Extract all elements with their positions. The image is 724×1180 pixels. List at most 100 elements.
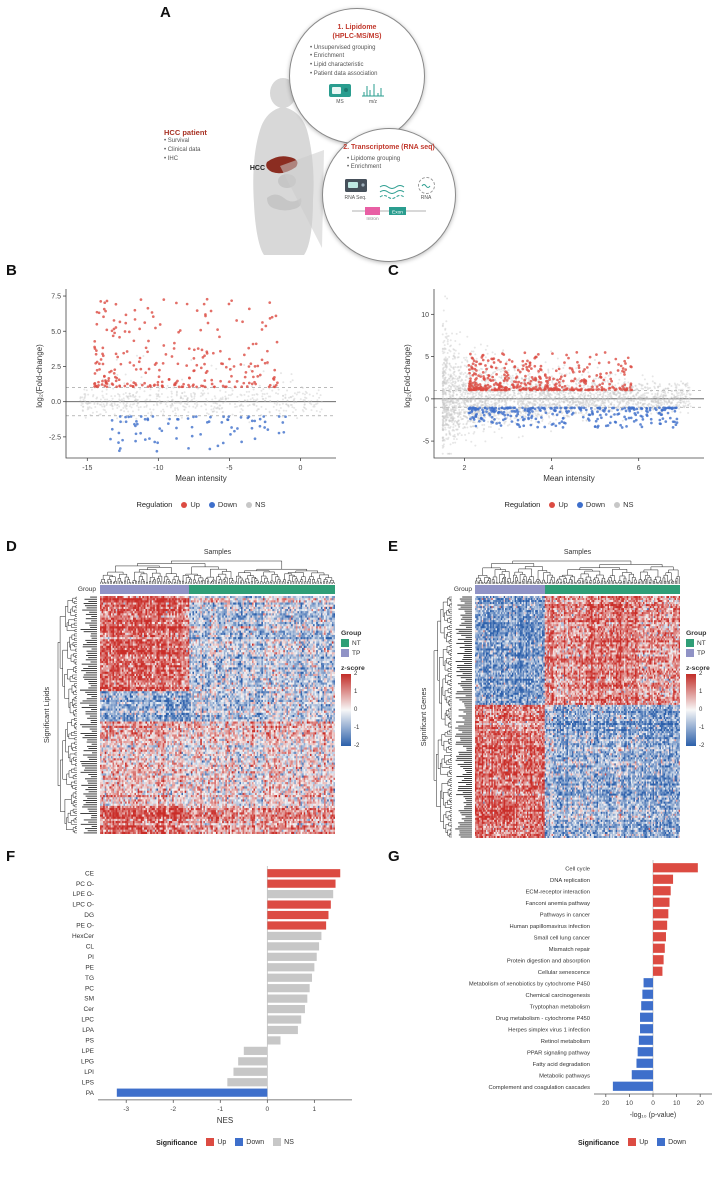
category-label: PI: [88, 954, 94, 961]
nt-swatch: [686, 639, 694, 647]
e-samples-title: Samples: [563, 549, 592, 556]
rnaseq-label: RNA Seq.: [344, 195, 367, 202]
gene-ma-plot-canvas: [398, 283, 710, 488]
legend-item-down: Down: [576, 500, 605, 509]
panel-label-b: B: [6, 262, 17, 279]
d-column-dendrogram: [100, 560, 335, 584]
zscore-tick: -2: [699, 743, 705, 749]
tick-label: -3: [123, 1106, 129, 1113]
legend-item-up: Up: [181, 500, 200, 509]
colorbar-gradient: [686, 674, 696, 746]
e-heatmap-legend: Group NT TP z-score 2 1 0 -1 -2: [686, 630, 724, 749]
zscore-tick: -2: [354, 743, 360, 749]
category-label: ECM-receptor interaction: [526, 889, 590, 895]
legend-label: Down: [668, 1138, 687, 1146]
bar: [637, 1047, 653, 1057]
tp-label: TP: [697, 649, 706, 657]
tp-label: TP: [352, 649, 361, 657]
category-label: PPAR signaling pathway: [527, 1050, 590, 1056]
legend-item-ns: NS: [273, 1138, 294, 1146]
d-group-bar: [100, 585, 335, 594]
c-legend-title: Regulation: [504, 500, 541, 510]
legend-swatch: [576, 501, 583, 508]
category-label: LPA: [82, 1027, 94, 1034]
category-label: Fanconi anemia pathway: [526, 901, 591, 907]
category-label: Protein digestion and absorption: [507, 958, 590, 964]
bullet-item: • Patient data association: [310, 70, 378, 77]
legend-label: Up: [190, 500, 200, 509]
tick-label: 1: [313, 1106, 317, 1113]
category-label: Metabolic pathways: [539, 1073, 590, 1079]
pathway-bar-chart: Cell cycle DNA replication ECM-receptor in…: [469, 860, 712, 1107]
zscore-tick: -1: [699, 725, 705, 731]
c-y-axis-title: log₂(Fold-change): [403, 344, 412, 408]
ms-instrument: MS: [329, 82, 351, 105]
category-label: Fatty acid degradation: [533, 1062, 590, 1068]
legend-label: Down: [246, 1138, 265, 1146]
zscore-tick: 1: [354, 689, 358, 695]
bar: [267, 1036, 281, 1045]
tick-label: 0: [651, 1100, 655, 1107]
d-samples-title: Samples: [203, 549, 232, 556]
category-label: PC O-: [76, 881, 94, 888]
b-legend-items: Up Down NS: [172, 500, 266, 510]
b-legend-title: Regulation: [136, 500, 173, 510]
legend-item-up: Up: [206, 1138, 226, 1146]
legend-item-down: Down: [235, 1138, 264, 1146]
legend-label: Down: [217, 500, 238, 509]
bar: [267, 952, 317, 961]
e-zscore-colorbar: 2 1 0 -1 -2: [686, 671, 724, 749]
bullet-item: • Enrichment: [347, 164, 382, 171]
category-label: Retinol metabolism: [541, 1039, 590, 1045]
tick-label: 20: [697, 1100, 705, 1107]
panel-label-c: C: [388, 262, 399, 279]
category-label: LPC: [81, 1017, 94, 1024]
legend-item-up: Up: [549, 500, 568, 509]
category-label: PA: [86, 1090, 95, 1097]
e-row-title: Significant Genes: [419, 687, 428, 747]
group-bar-segment-nt: [544, 585, 680, 594]
bar: [267, 879, 336, 888]
lipidome-circle: 1. Lipidome (HPLC-MS/MS) • Unsupervised …: [289, 8, 425, 144]
rna-circle-icon: [417, 177, 435, 195]
legend-swatch: [181, 501, 188, 508]
transcriptome-bullets: • Lipidome grouping • Enrichment: [323, 153, 455, 172]
b-x-axis-title: Mean intensity: [175, 474, 227, 483]
c-x-axis-title: Mean intensity: [543, 474, 595, 483]
legend-item-down: Down: [208, 500, 238, 509]
bar: [612, 1081, 653, 1091]
category-label: TG: [85, 975, 94, 982]
d-legend-nt: NT: [341, 639, 387, 647]
bar: [267, 900, 331, 909]
legend-label: Up: [639, 1138, 649, 1146]
category-label: Cer: [84, 1006, 95, 1013]
f-legend-title: Significance: [156, 1139, 198, 1147]
tick-label: 20: [602, 1100, 610, 1107]
tick-label: 0: [266, 1106, 270, 1113]
lipid-ma-plot-canvas: [30, 283, 342, 488]
gene-model-icon: Exon Intron: [352, 207, 426, 222]
e-row-dendrogram: [433, 596, 452, 838]
rna-strands-icon: [379, 185, 404, 200]
d-row-title: Significant Lipids: [42, 686, 51, 744]
group-bar-segment-tp: [100, 585, 190, 594]
tp-swatch: [341, 649, 349, 657]
rnaseq-instrument-icon: [344, 179, 367, 193]
bar: [267, 921, 327, 930]
lipidome-subtitle: (HPLC-MS/MS): [332, 32, 382, 40]
category-label: LPI: [84, 1069, 94, 1076]
intron-label: Intron: [366, 216, 379, 221]
e-column-dendrogram: [475, 560, 680, 584]
bar: [653, 909, 669, 919]
e-group-bar: [475, 585, 680, 594]
hcc-patient-title: HCC patient: [164, 128, 207, 137]
e-group-label: Group: [453, 586, 472, 593]
legend-swatch: [235, 1138, 244, 1146]
bullet-item: • Lipidome grouping: [347, 155, 401, 162]
bar: [653, 955, 664, 965]
category-label: Complement and coagulation cascades: [488, 1085, 590, 1091]
bar: [653, 943, 665, 953]
category-label: Human papillomavirus infection: [509, 924, 590, 930]
zscore-tick: 1: [699, 689, 703, 695]
bar: [642, 989, 653, 999]
